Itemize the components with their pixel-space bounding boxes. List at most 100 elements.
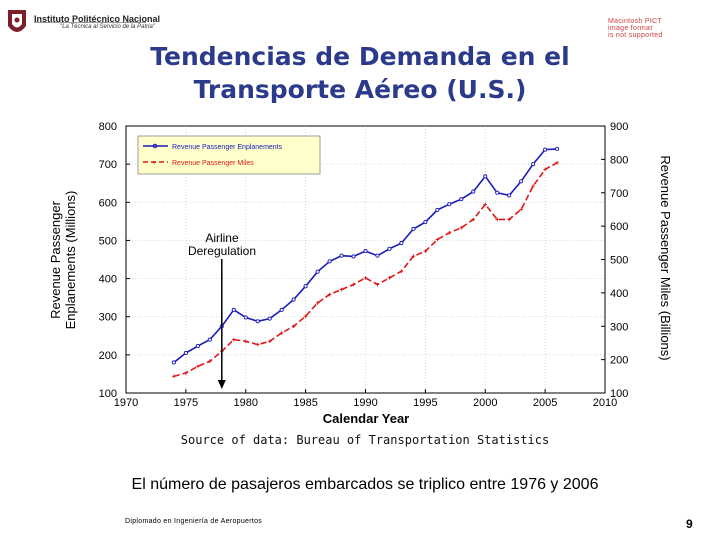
miles-point-1982 <box>267 339 272 344</box>
miles-point-1999 <box>471 217 476 222</box>
enplanements-point-2005 <box>543 147 548 152</box>
enplanements-point-1975 <box>183 350 188 356</box>
annotation-line-2: Deregulation <box>188 244 256 258</box>
enplanements-point-1981 <box>255 319 260 324</box>
enplanements-point-1990 <box>363 249 368 254</box>
x-tick-label-1975: 1975 <box>174 397 198 409</box>
miles-point-1979 <box>231 337 236 342</box>
data-source: Source of data: Bureau of Transportation… <box>180 433 550 447</box>
y2-tick-label-900: 900 <box>610 121 628 133</box>
y2-tick-label-400: 400 <box>610 288 628 300</box>
miles-point-1987 <box>327 292 332 297</box>
chart-gridlines <box>126 126 605 393</box>
miles-point-1994 <box>411 254 416 258</box>
notice-line-3: is not supported <box>608 32 663 39</box>
chart-series <box>171 146 560 379</box>
enplanements-point-1984 <box>291 297 296 302</box>
y-tick-label-700: 700 <box>99 159 117 171</box>
enplanements-point-1985 <box>303 284 308 289</box>
enplanements-point-1988 <box>339 253 344 258</box>
series-line-miles <box>173 162 558 378</box>
enplanements-point-1997 <box>447 202 452 207</box>
footer-course-name: Diplomado en Ingeniería de Aeropuertos <box>125 518 263 525</box>
header-divider <box>34 22 146 23</box>
institution-logo <box>8 10 26 32</box>
miles-point-2006 <box>555 160 559 165</box>
y2-tick-label-600: 600 <box>610 221 628 233</box>
miles-point-1980 <box>243 339 248 344</box>
slide-title-line-1: Tendencias de Demanda en el <box>150 42 570 71</box>
y-tick-label-100: 100 <box>99 388 117 400</box>
enplanements-point-1998 <box>459 197 464 202</box>
miles-point-1989 <box>351 282 356 287</box>
enplanements-point-1977 <box>207 337 212 342</box>
enplanements-point-2002 <box>507 193 512 198</box>
enplanements-point-1991 <box>375 253 380 258</box>
institution-name: Instituto Politécnico Nacional <box>34 14 161 24</box>
annotation-line-1: Airline <box>205 231 239 245</box>
enplanements-point-1995 <box>423 220 428 225</box>
y2-tick-label-700: 700 <box>610 188 628 200</box>
x-tick-label-1990: 1990 <box>353 397 377 409</box>
institution-slogan: "La Técnica al Servicio de la Patria" <box>60 24 155 30</box>
y-tick-label-600: 600 <box>99 197 117 209</box>
miles-point-1976 <box>196 364 200 369</box>
miles-point-1993 <box>399 269 404 273</box>
miles-point-1974 <box>172 374 176 379</box>
enplanements-point-1992 <box>387 246 392 251</box>
page-number: 9 <box>686 517 693 531</box>
miles-point-2002 <box>507 217 511 222</box>
x-tick-label-1985: 1985 <box>293 397 317 409</box>
miles-point-1997 <box>447 231 452 235</box>
miles-point-1990 <box>363 276 368 280</box>
y2-tick-label-200: 200 <box>610 355 628 367</box>
miles-point-2000 <box>483 202 488 207</box>
miles-point-1986 <box>315 301 320 305</box>
enplanements-point-1976 <box>195 344 200 349</box>
notice-line-1: Macintosh PICT <box>608 18 662 25</box>
annotation-arrow-head <box>217 380 226 389</box>
x-tick-label-1995: 1995 <box>413 397 437 409</box>
legend-box <box>137 135 321 175</box>
x-tick-label-2010: 2010 <box>593 397 617 409</box>
enplanements-point-2003 <box>519 179 524 184</box>
y2-tick-label-300: 300 <box>610 321 628 333</box>
y2-tick-label-100: 100 <box>610 388 628 400</box>
miles-point-1988 <box>339 287 344 292</box>
notice-line-2: image format <box>608 25 653 32</box>
x-tick-label-2000: 2000 <box>473 397 497 409</box>
chart-axes: 1970 1975 1980 1985 1990 1995 2000 2005 20101002… <box>99 121 629 409</box>
miles-point-2004 <box>531 184 535 188</box>
x-tick-label-1970: 1970 <box>114 397 138 409</box>
legend-marker-enplanements <box>152 143 158 149</box>
chart-legend: Revenue Passenger Enplanements + Revenue… <box>137 135 321 175</box>
enplanements-point-1980 <box>243 315 248 320</box>
slide-title-line-2: Transporte Aéreo (U.S.) <box>193 75 527 104</box>
enplanements-point-1996 <box>435 207 440 212</box>
y-tick-label-200: 200 <box>99 350 117 362</box>
enplanements-point-1986 <box>315 269 320 274</box>
legend-label-miles: Revenue Passenger Miles <box>172 160 254 167</box>
miles-point-1984 <box>291 324 296 329</box>
y-tick-label-300: 300 <box>99 312 117 324</box>
enplanements-point-1999 <box>471 189 476 194</box>
enplanements-point-2000 <box>483 174 488 179</box>
miles-point-1992 <box>387 276 392 280</box>
y2-axis-title: Revenue Passenger Miles (Billions) <box>658 155 673 360</box>
y-tick-label-500: 500 <box>99 235 117 247</box>
enplanements-point-1982 <box>267 316 272 321</box>
y-axis-title-line-1: Revenue Passenger <box>48 200 63 318</box>
y2-tick-label-500: 500 <box>610 255 628 267</box>
miles-point-1998 <box>459 225 464 230</box>
miles-point-1985 <box>303 314 308 319</box>
miles-point-2001 <box>495 217 500 222</box>
x-tick-label-2005: 2005 <box>533 397 557 409</box>
y2-tick-label-800: 800 <box>610 154 628 166</box>
miles-point-1981 <box>255 342 260 347</box>
enplanements-point-1989 <box>351 254 356 259</box>
miles-point-1983 <box>279 331 284 335</box>
legend-label-enplanements: Revenue Passenger Enplanements <box>172 144 283 151</box>
y-tick-label-800: 800 <box>99 121 117 133</box>
miles-point-1977 <box>208 359 212 364</box>
